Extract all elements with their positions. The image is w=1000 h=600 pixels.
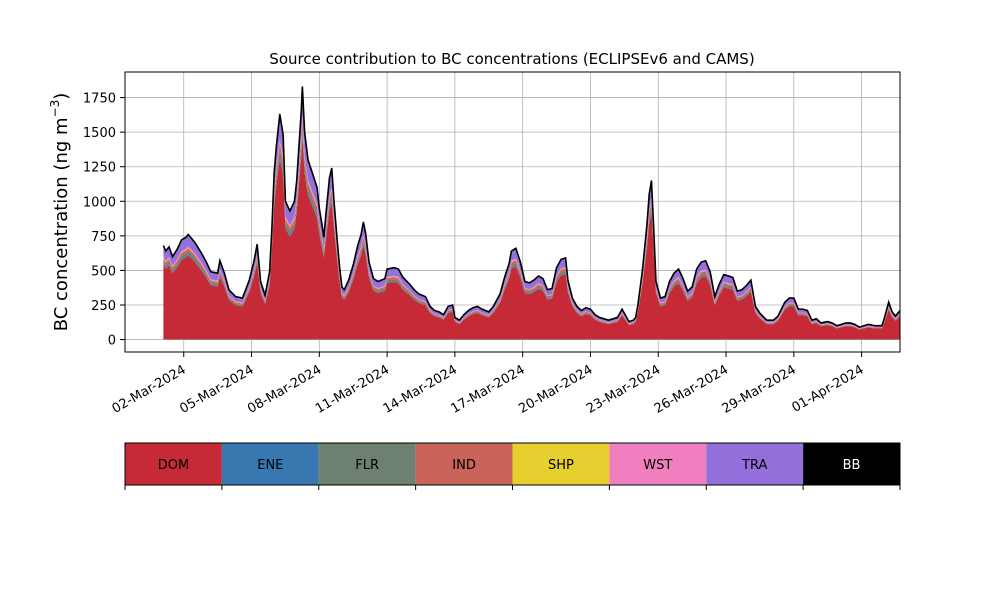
y-axis: 0 250 500 750 1000 1250 1500 1750 — [83, 92, 125, 349]
legend-swatch-bb — [803, 443, 900, 485]
y-tick-label-5: 1250 — [83, 161, 116, 176]
y-axis-label-main: BC concentration (ng m — [51, 117, 72, 331]
legend-label-ind: IND — [452, 458, 476, 473]
legend-colorbar: DOM ENE FLR IND SHP WST TRA BB — [124, 442, 901, 490]
y-tick-label-1: 250 — [91, 299, 116, 314]
legend-label-flr: FLR — [355, 458, 379, 473]
y-axis-label-exponent: −3 — [48, 100, 62, 118]
legend-swatch-flr — [318, 443, 416, 485]
x-tick-label-3: 11-Mar-2024 — [313, 362, 392, 416]
x-tick-label-10: 01-Apr-2024 — [789, 362, 866, 415]
legend-label-dom: DOM — [158, 458, 189, 473]
y-tick-label-2: 500 — [91, 264, 116, 279]
x-tick-label-0: 02-Mar-2024 — [110, 362, 189, 416]
y-tick-label-3: 750 — [91, 230, 116, 245]
x-tick-label-4: 14-Mar-2024 — [381, 362, 460, 416]
x-tick-label-2: 08-Mar-2024 — [245, 362, 324, 416]
y-axis-label: BC concentration (ng m−3) — [48, 93, 72, 332]
y-axis-label-close: ) — [51, 93, 72, 100]
x-tick-label-5: 17-Mar-2024 — [449, 362, 528, 416]
chart-title: Source contribution to BC concentrations… — [269, 50, 754, 68]
x-axis: 02-Mar-202405-Mar-202408-Mar-202411-Mar-… — [110, 352, 867, 417]
stacked-areas — [163, 83, 900, 340]
legend-swatch-ene — [221, 443, 319, 485]
legend-swatch-ind — [415, 443, 513, 485]
legend-label-shp: SHP — [548, 458, 574, 473]
legend-swatch-dom — [125, 443, 222, 485]
x-tick-label-1: 05-Mar-2024 — [177, 362, 256, 416]
legend-label-tra: TRA — [741, 458, 767, 473]
y-tick-label-7: 1750 — [83, 92, 116, 107]
total-line — [162, 86, 901, 328]
x-tick-label-9: 29-Mar-2024 — [720, 362, 799, 416]
legend-label-bb: BB — [843, 458, 861, 473]
legend-label-wst: WST — [643, 458, 672, 473]
y-tick-label-0: 0 — [108, 334, 116, 349]
legend-swatch-tra — [706, 443, 804, 485]
legend-swatch-wst — [609, 443, 707, 485]
x-tick-label-8: 26-Mar-2024 — [652, 362, 731, 416]
legend-swatch-shp — [512, 443, 610, 485]
legend-label-ene: ENE — [257, 458, 283, 473]
x-tick-label-7: 23-Mar-2024 — [584, 362, 663, 416]
area-series-dom — [163, 137, 900, 340]
plot-frame — [124, 71, 901, 353]
y-tick-label-6: 1500 — [83, 126, 116, 141]
y-tick-label-4: 1000 — [83, 195, 116, 210]
x-tick-label-6: 20-Mar-2024 — [516, 362, 595, 416]
